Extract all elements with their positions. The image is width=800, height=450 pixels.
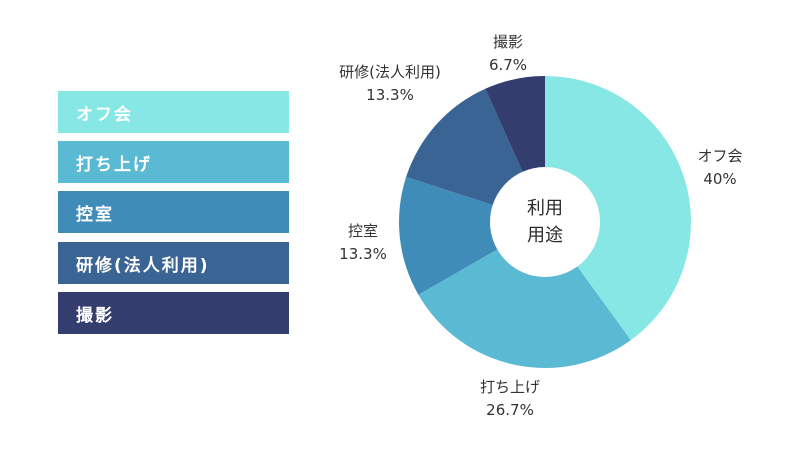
slice-label-name: 撮影: [492, 33, 524, 51]
slice-label-pct: 26.7%: [486, 401, 534, 419]
slice-label-name: 控室: [347, 222, 378, 240]
slice-label-kenshu: 研修(法人利用) 13.3%: [339, 61, 441, 107]
donut-slice: [545, 76, 691, 341]
slice-label-hikaeshitsu: 控室 13.3%: [339, 220, 387, 266]
legend-label: 研修(法人利用): [76, 255, 210, 276]
slice-label-uchiage: 打ち上げ 26.7%: [480, 376, 540, 422]
legend-item-uchiage: 打ち上げ: [58, 141, 289, 183]
legend-item-hikaeshitsu: 控室: [58, 191, 289, 233]
legend-label: 控室: [76, 204, 114, 225]
slice-label-pct: 13.3%: [339, 245, 387, 263]
center-line-2: 用途: [527, 225, 563, 246]
center-line-1: 利用: [527, 198, 563, 219]
donut-slice: [485, 76, 545, 172]
donut-slice: [418, 249, 631, 368]
donut-center-label: 利用 用途: [527, 195, 563, 249]
slice-label-name: オフ会: [697, 147, 743, 165]
slice-label-off-kai: オフ会 40%: [697, 145, 742, 191]
legend-item-off-kai: オフ会: [58, 91, 289, 133]
slice-label-name: 打ち上げ: [479, 378, 541, 396]
slice-label-name: 研修(法人利用): [339, 63, 441, 81]
legend-item-satsuei: 撮影: [58, 292, 289, 334]
slice-label-satsuei: 撮影 6.7%: [489, 31, 527, 77]
slice-label-pct: 40%: [703, 170, 737, 188]
legend-item-kenshu: 研修(法人利用): [58, 242, 289, 284]
slice-label-pct: 13.3%: [366, 86, 414, 104]
slice-label-pct: 6.7%: [488, 56, 528, 74]
donut-slice: [406, 88, 523, 206]
legend-label: 打ち上げ: [76, 154, 152, 175]
legend-label: オフ会: [76, 104, 133, 125]
donut-slice: [399, 176, 498, 295]
legend-label: 撮影: [76, 305, 114, 326]
